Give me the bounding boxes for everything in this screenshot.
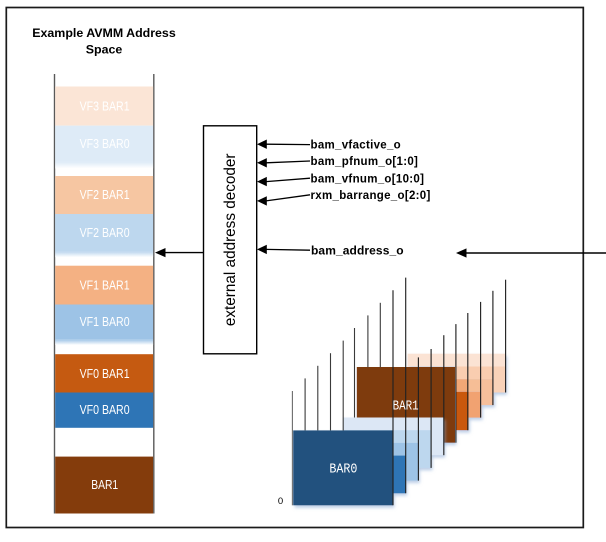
svg-text:VF0 BAR1: VF0 BAR1: [80, 366, 130, 381]
svg-text:bam_pfnum_o[1:0]: bam_pfnum_o[1:0]: [311, 156, 419, 168]
svg-text:BAR1: BAR1: [393, 400, 419, 415]
svg-text:VF1 BAR0: VF1 BAR0: [80, 314, 130, 329]
svg-text:bam_vfactive_o: bam_vfactive_o: [311, 140, 402, 152]
svg-text:VF1 BAR1: VF1 BAR1: [80, 277, 130, 292]
svg-text:bam_vfnum_o[10:0]: bam_vfnum_o[10:0]: [311, 173, 425, 185]
svg-text:Example AVMM Address: Example AVMM Address: [32, 26, 176, 40]
svg-text:BAR0: BAR0: [329, 463, 357, 478]
svg-text:0: 0: [278, 496, 283, 507]
svg-text:VF0 BAR0: VF0 BAR0: [80, 402, 130, 417]
svg-text:VF2 BAR0: VF2 BAR0: [80, 225, 130, 240]
svg-text:VF3 BAR1: VF3 BAR1: [80, 98, 130, 113]
svg-text:bam_address_o: bam_address_o: [311, 244, 404, 258]
svg-text:BAR1: BAR1: [91, 477, 118, 492]
svg-text:VF2 BAR1: VF2 BAR1: [80, 187, 130, 202]
svg-text:external address decoder: external address decoder: [222, 153, 239, 326]
svg-text:Space: Space: [86, 43, 123, 57]
svg-text:rxm_barrange_o[2:0]: rxm_barrange_o[2:0]: [311, 190, 431, 202]
svg-text:VF3 BAR0: VF3 BAR0: [80, 136, 130, 151]
